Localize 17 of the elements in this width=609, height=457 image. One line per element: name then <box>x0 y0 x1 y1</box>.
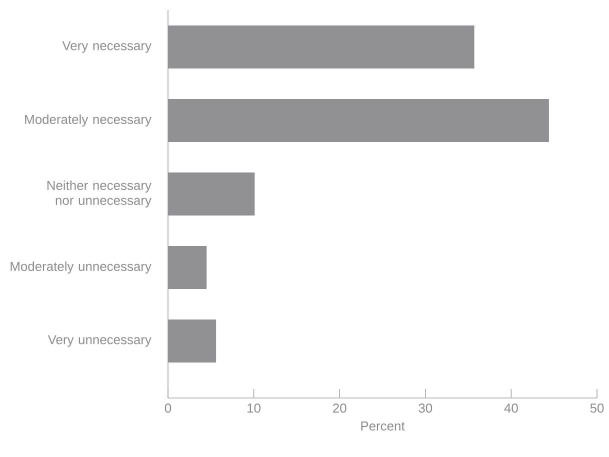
x-tick-label: 10 <box>248 404 260 413</box>
bar <box>168 320 216 363</box>
y-tick-label: Moderately unnecessary <box>10 261 152 274</box>
x-tick-label: 40 <box>504 404 518 413</box>
bar <box>168 99 549 142</box>
x-tick-label: 0 <box>164 404 172 413</box>
x-tick-label: 50 <box>590 404 604 413</box>
x-tick-label: 30 <box>418 404 432 413</box>
x-tick-label: 20 <box>333 404 346 413</box>
y-tick-label: Very unnecessary <box>48 335 152 347</box>
y-tick-label: Very necessary <box>62 41 152 53</box>
y-tick-label: Moderately necessary <box>25 114 152 127</box>
bar <box>168 26 474 69</box>
bar <box>168 246 207 290</box>
y-tick-label: Neither necessary nor unnecessary <box>47 180 152 208</box>
bar <box>168 172 255 216</box>
x-axis-title: Percent <box>361 422 405 431</box>
